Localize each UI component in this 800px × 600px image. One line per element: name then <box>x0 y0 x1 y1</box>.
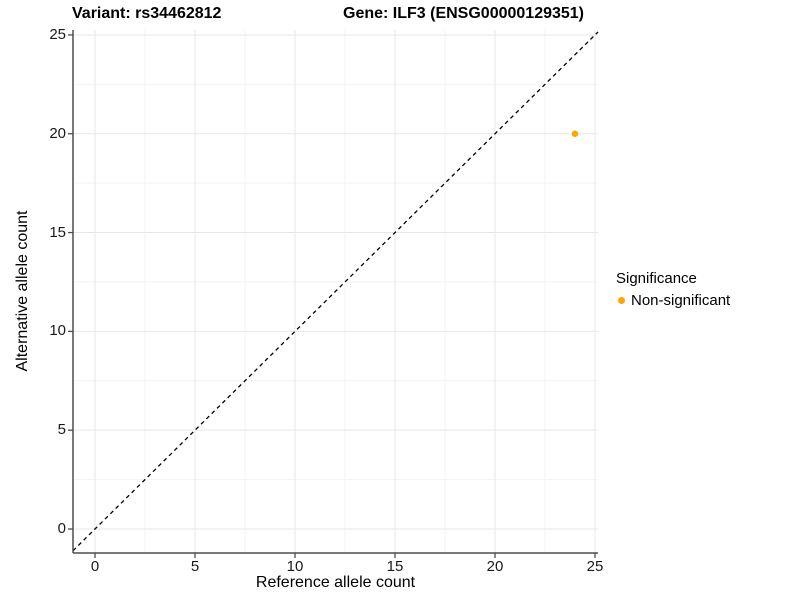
y-tick-label: 15 <box>49 223 66 241</box>
legend: Significance Non-significant <box>616 270 730 309</box>
identity-reference-line <box>72 31 599 552</box>
y-axis-title: Alternative allele count <box>14 210 31 372</box>
x-tick-label: 25 <box>586 558 604 575</box>
x-axis-title: Reference allele count <box>255 574 416 591</box>
y-tick-label: 5 <box>57 421 66 439</box>
legend-item-label: Non-significant <box>631 292 731 309</box>
plot-title-gene: Gene: ILF3 (ENSG00000129351) <box>343 5 585 22</box>
legend-item-non-significant: Non-significant <box>616 292 730 309</box>
y-tick-label: 10 <box>49 322 66 340</box>
legend-title: Significance <box>616 270 697 287</box>
x-tick-label: 15 <box>386 558 404 575</box>
data-point <box>571 130 579 137</box>
y-tick-label: 25 <box>49 25 66 43</box>
legend-point-icon <box>618 297 625 304</box>
y-tick-label: 20 <box>49 124 66 142</box>
plot-title-variant: Variant: rs34462812 <box>72 5 222 22</box>
x-tick-label: 20 <box>486 558 504 575</box>
y-tick-label: 0 <box>57 519 66 537</box>
x-tick-label: 5 <box>190 558 200 575</box>
x-tick-label: 0 <box>90 558 100 575</box>
x-tick-label: 10 <box>286 558 304 575</box>
